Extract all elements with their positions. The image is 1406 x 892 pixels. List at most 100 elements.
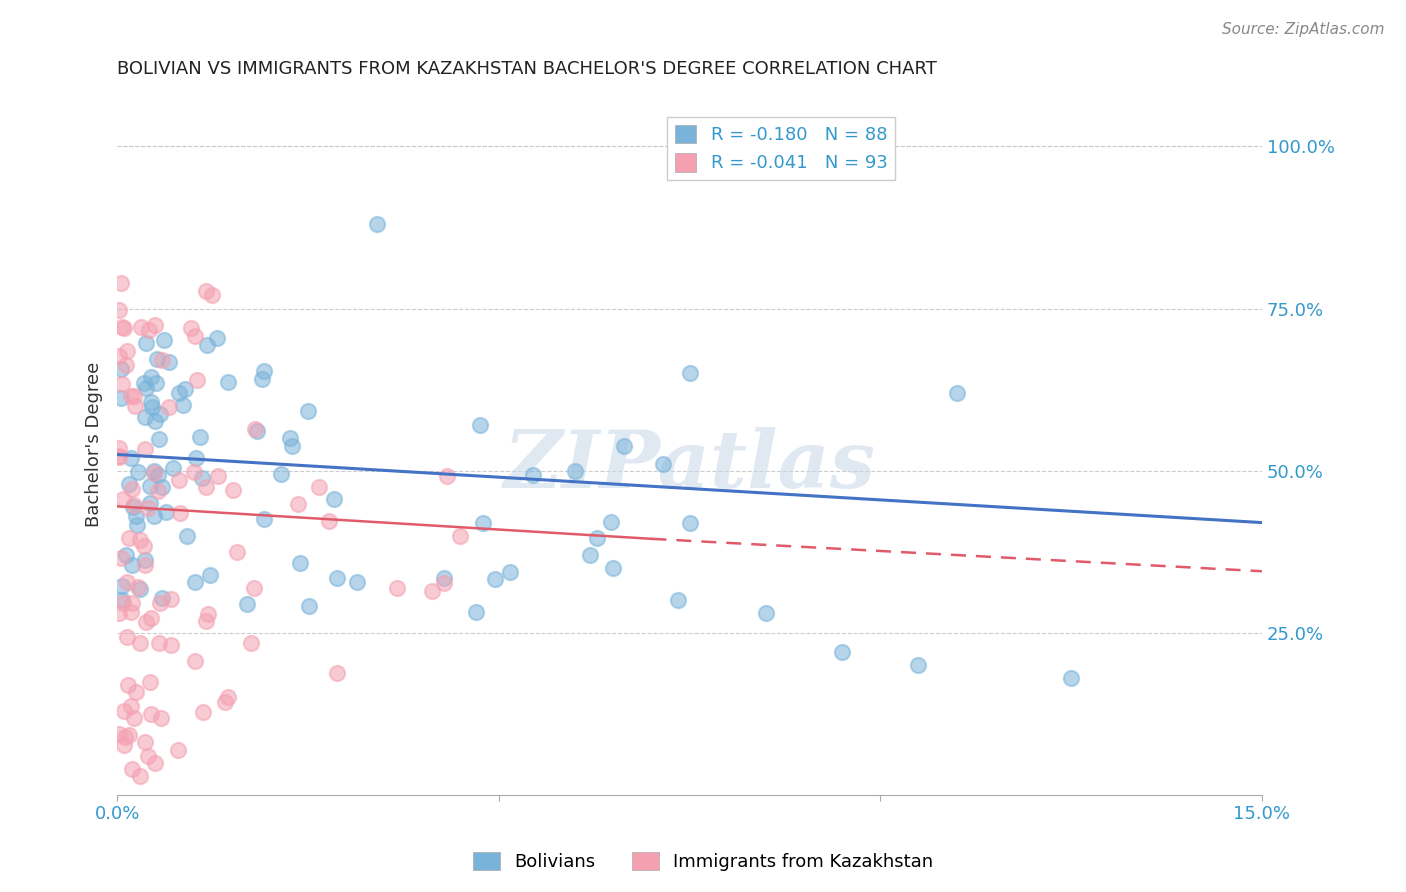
Point (678, 367, 700, 381)
Point (499, 566, 522, 580)
Point (195, 337, 218, 351)
Point (252, 511, 274, 525)
Point (122, 389, 145, 403)
Point (141, 610, 163, 624)
Point (110, 319, 132, 334)
Text: Source: ZipAtlas.com: Source: ZipAtlas.com (1222, 22, 1385, 37)
Point (366, 217, 388, 231)
Point (184, 450, 207, 465)
Point (207, 468, 229, 483)
Point (107, 450, 129, 464)
Point (193, 705, 215, 719)
Point (112, 491, 135, 506)
Point (142, 509, 165, 524)
Point (128, 533, 150, 547)
Point (118, 531, 141, 545)
Point (148, 636, 170, 650)
Point (134, 734, 156, 748)
Point (243, 422, 266, 436)
Point (183, 465, 205, 479)
Point (134, 409, 156, 424)
Point (250, 372, 273, 386)
Point (139, 675, 162, 690)
Point (148, 432, 170, 446)
Point (149, 408, 172, 422)
Point (125, 685, 148, 699)
Point (270, 467, 292, 482)
Point (143, 318, 166, 332)
Y-axis label: Bachelor's Degree: Bachelor's Degree (86, 362, 103, 527)
Point (195, 285, 218, 299)
Point (433, 575, 456, 590)
Point (148, 467, 170, 482)
Point (433, 571, 456, 585)
Point (472, 516, 495, 530)
Point (112, 704, 135, 718)
Point (118, 728, 141, 742)
Point (108, 441, 131, 455)
Point (173, 382, 195, 396)
Point (111, 579, 134, 593)
Point (298, 599, 321, 613)
Point (290, 556, 312, 570)
Point (162, 461, 184, 475)
Point (149, 710, 172, 724)
Point (308, 480, 330, 494)
Point (114, 730, 136, 744)
Point (125, 518, 148, 533)
Point (141, 707, 163, 722)
Legend: R = -0.180   N = 88, R = -0.041   N = 93: R = -0.180 N = 88, R = -0.041 N = 93 (668, 118, 894, 179)
Point (172, 398, 194, 412)
Point (449, 529, 471, 543)
Point (135, 381, 157, 395)
Text: BOLIVIAN VS IMMIGRANTS FROM KAZAKHSTAN BACHELOR'S DEGREE CORRELATION CHART: BOLIVIAN VS IMMIGRANTS FROM KAZAKHSTAN B… (117, 60, 936, 78)
Point (112, 739, 135, 753)
Point (613, 439, 636, 453)
Point (138, 496, 160, 510)
Point (222, 483, 245, 497)
Point (146, 351, 169, 366)
Point (167, 473, 190, 487)
Point (115, 343, 138, 358)
Point (184, 329, 207, 343)
Point (134, 553, 156, 567)
Point (143, 756, 166, 770)
Point (160, 638, 183, 652)
Point (127, 580, 149, 594)
Point (107, 349, 129, 363)
Point (139, 395, 162, 409)
Point (186, 374, 208, 388)
Point (142, 466, 165, 480)
Point (157, 355, 180, 369)
Point (115, 575, 138, 590)
Point (110, 550, 132, 565)
Point (253, 364, 276, 378)
Point (139, 479, 162, 493)
Point (678, 516, 700, 530)
Point (755, 607, 778, 621)
Point (464, 605, 486, 619)
Point (436, 469, 458, 483)
Point (138, 323, 160, 337)
Point (318, 514, 340, 528)
Point (120, 389, 142, 403)
Point (346, 575, 368, 590)
Point (132, 376, 155, 391)
Point (236, 597, 259, 611)
Point (115, 630, 138, 644)
Point (323, 492, 346, 507)
Point (281, 439, 304, 453)
Point (120, 451, 142, 466)
Point (420, 584, 443, 599)
Point (600, 515, 623, 529)
Point (184, 654, 207, 668)
Point (1060, 671, 1083, 685)
Point (120, 699, 142, 714)
Point (149, 595, 172, 609)
Point (160, 591, 183, 606)
Point (139, 369, 162, 384)
Point (121, 558, 143, 572)
Point (122, 498, 145, 512)
Point (522, 468, 544, 483)
Point (135, 335, 157, 350)
